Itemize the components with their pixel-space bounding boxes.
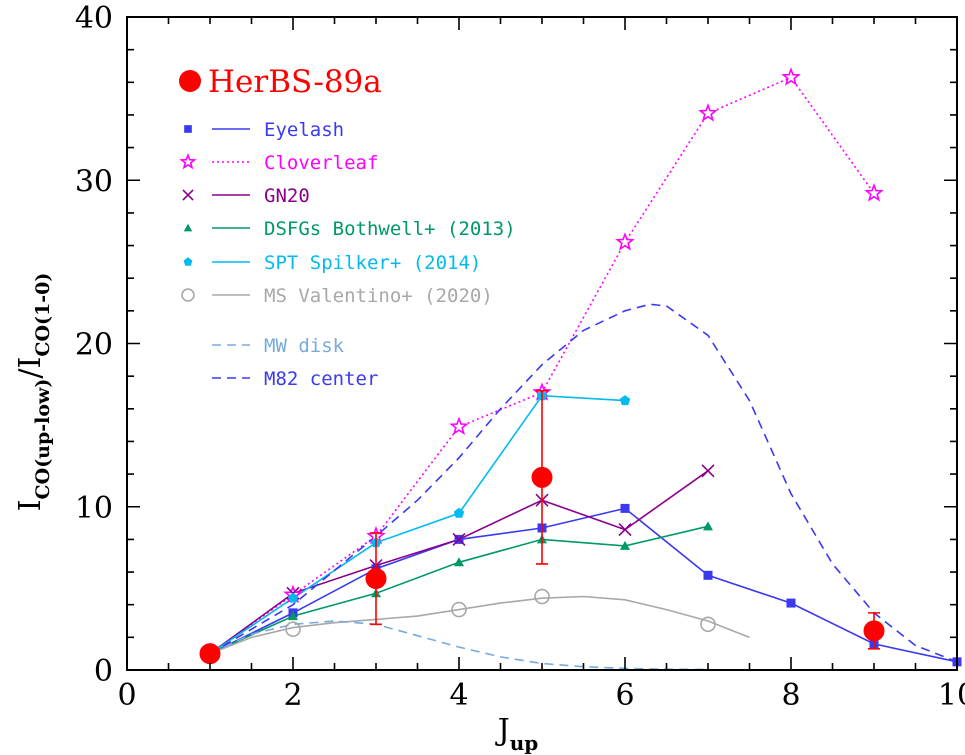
y-tick-label-10: 10 (75, 491, 113, 526)
point-ms-valentino-2020-2 (451, 601, 467, 618)
x-tick-label-4: 4 (449, 678, 468, 713)
point-dsfgs-bothwell-2013-6 (703, 521, 713, 531)
point-eyelash-7 (786, 598, 796, 608)
point-ms-valentino-2020-4 (700, 616, 716, 633)
point-cloverleaf-8 (864, 183, 884, 202)
point-gn20-6 (701, 464, 715, 478)
point-dsfgs-bothwell-2013-3 (454, 557, 464, 567)
point-gn20-3 (452, 532, 466, 546)
y-axis-label-sub2: CO(1-0) (32, 273, 54, 357)
legend: HerBS-89a Eyelash Cloverleaf GN20 DSFGs Bot… (179, 64, 516, 390)
y-axis-label-main2: I (13, 357, 48, 369)
y-axis-label-main1: I (13, 499, 48, 511)
y-axis-label-slash: / (13, 368, 48, 379)
legend-label-m82-center: M82 center (264, 368, 378, 390)
legend-items: Eyelash Cloverleaf GN20 DSFGs Bothwell+ (20… (179, 119, 516, 390)
legend-herbs-marker (179, 70, 201, 92)
point-ms-valentino-2020-1 (285, 621, 301, 637)
legend-marker-gn20 (182, 189, 194, 201)
legend-label-gn20: GN20 (264, 185, 310, 207)
x-tick-label-10: 10 (938, 678, 965, 713)
series-line-spt-spilker-2014 (209, 394, 626, 655)
point-eyelash-6 (703, 570, 713, 580)
point-spt-spilker-2014-5 (619, 395, 631, 406)
point-ms-valentino-2020-3 (534, 588, 550, 605)
point-gn20-5 (618, 523, 632, 537)
point-herbs-89a-1 (365, 568, 387, 590)
legend-marker-dsfgs-bothwell-2013 (183, 223, 193, 232)
legend-marker-eyelash (184, 125, 192, 133)
legend-label-cloverleaf: Cloverleaf (264, 152, 378, 174)
series-line-m82-center (209, 303, 958, 663)
legend-marker-spt-spilker-2014 (183, 257, 193, 266)
legend-label-eyelash: Eyelash (264, 119, 344, 141)
point-cloverleaf-7 (781, 67, 801, 86)
data-layer (199, 67, 962, 671)
legend-marker-ms-valentino-2020 (181, 288, 195, 302)
point-dsfgs-bothwell-2013-1 (288, 611, 298, 621)
y-axis-label-sub1: CO(up-low) (32, 379, 54, 500)
point-herbs-89a-0 (199, 643, 221, 665)
plot-frame (126, 16, 958, 671)
legend-label-spt-spilker-2014: SPT Spilker+ (2014) (264, 252, 481, 274)
point-cloverleaf-3 (449, 416, 469, 435)
legend-title: HerBS-89a (208, 64, 382, 100)
point-cloverleaf-6 (698, 103, 718, 122)
point-cloverleaf-5 (615, 232, 635, 251)
x-tick-label-0: 0 (117, 678, 136, 713)
point-spt-spilker-2014-3 (453, 507, 465, 518)
series-line-dsfgs-bothwell-2013 (209, 525, 709, 655)
x-tick-label-8: 8 (781, 678, 800, 713)
x-axis-label: Jup (495, 713, 539, 755)
point-dsfgs-bothwell-2013-5 (620, 540, 630, 550)
x-tick-label-2: 2 (283, 678, 302, 713)
plot-border (126, 16, 958, 671)
series-line-eyelash (209, 507, 958, 663)
x-tick-label-6: 6 (615, 678, 634, 713)
y-tick-label-0: 0 (94, 654, 113, 689)
legend-label-ms-valentino-2020: MS Valentino+ (2020) (264, 285, 493, 307)
legend-label-dsfgs-bothwell-2013: DSFGs Bothwell+ (2013) (264, 218, 516, 240)
axis-ticks: 0 2 4 6 8 10 0 10 20 30 40 (75, 1, 965, 713)
point-eyelash-5 (620, 503, 630, 513)
x-axis-label-main: J (495, 713, 510, 748)
point-herbs-89a-2 (531, 466, 553, 488)
y-tick-label-30: 30 (75, 164, 113, 199)
tick-marks (126, 16, 958, 671)
point-spt-spilker-2014-1 (287, 592, 299, 603)
x-axis-label-sub: up (510, 731, 539, 755)
legend-marker-cloverleaf (179, 152, 197, 170)
y-tick-label-40: 40 (75, 1, 113, 36)
y-tick-label-20: 20 (75, 328, 113, 363)
y-axis-label: ICO(up-low)/ICO(1-0) (13, 273, 54, 512)
point-herbs-89a-3 (863, 620, 885, 642)
legend-label-mw-disk: MW disk (264, 335, 345, 357)
